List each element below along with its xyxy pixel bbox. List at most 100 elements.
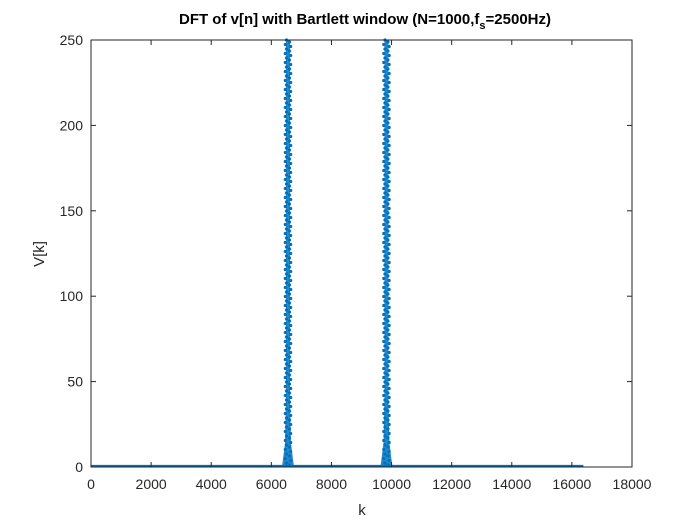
- peak-1-marker: [287, 418, 292, 422]
- peak-2-marker: [387, 107, 391, 112]
- peak-1-marker: [289, 152, 293, 157]
- peak-1-marker: [289, 314, 293, 319]
- peak-1-marker: [284, 290, 289, 294]
- peak-2-marker: [387, 305, 391, 310]
- peak-2-marker: [387, 395, 391, 400]
- peak-1-marker: [287, 283, 292, 287]
- peak-1-marker: [284, 272, 289, 276]
- peak-2-marker: [386, 121, 390, 125]
- peak-1-marker: [289, 413, 293, 418]
- peak-1-marker: [287, 445, 292, 449]
- peak-2-marker: [387, 233, 391, 238]
- peak-1-marker: [287, 256, 292, 260]
- peak-1-marker: [289, 107, 293, 112]
- peak-2-marker: [383, 209, 387, 213]
- peak-1-marker: [289, 71, 293, 76]
- peak-1-marker: [283, 456, 287, 461]
- peak-2-marker: [383, 146, 387, 150]
- peak-1-marker: [283, 312, 287, 317]
- x-tick-label: 6000: [256, 476, 287, 492]
- peak-1-marker: [287, 94, 292, 98]
- peak-1-marker: [284, 47, 289, 51]
- peak-1-marker: [289, 62, 293, 67]
- peak-2-marker: [383, 371, 387, 375]
- peak-1-marker: [289, 269, 293, 274]
- x-tick-label: 0: [87, 476, 95, 492]
- peak-1-marker: [287, 346, 292, 350]
- peak-1-marker: [287, 301, 292, 305]
- peak-1-marker: [283, 204, 287, 209]
- peak-2-marker: [386, 139, 390, 143]
- chart-title-tail: =2500Hz): [486, 11, 551, 28]
- peak-1-marker: [287, 373, 292, 377]
- peak-1-marker: [289, 341, 293, 346]
- peak-2-marker: [382, 339, 386, 344]
- peak-1-marker: [289, 260, 293, 265]
- peak-2-marker: [383, 218, 387, 222]
- peak-1-marker: [284, 263, 289, 267]
- peak-2-marker: [382, 294, 386, 299]
- peak-2-marker: [386, 463, 390, 467]
- peak-1-marker: [284, 362, 289, 366]
- peak-1-marker: [289, 287, 293, 292]
- peak-2-marker: [387, 404, 391, 409]
- peak-1-marker: [289, 215, 293, 220]
- peak-1-marker: [287, 463, 292, 467]
- peak-1-marker: [283, 438, 287, 443]
- peak-1-marker: [287, 247, 292, 251]
- peak-2-marker: [382, 402, 386, 407]
- peak-1-marker: [283, 420, 287, 425]
- peak-2-marker: [387, 98, 391, 103]
- peak-1-marker: [283, 123, 287, 128]
- peak-1-marker: [283, 60, 287, 65]
- peak-2-marker: [386, 202, 390, 206]
- peak-2-marker: [383, 254, 387, 258]
- peak-2-marker: [383, 65, 387, 69]
- peak-1-marker: [289, 44, 293, 49]
- peak-1-marker: [284, 299, 289, 303]
- peak-1-marker: [287, 364, 292, 368]
- peak-2-marker: [383, 110, 387, 114]
- peak-1-marker: [289, 386, 293, 391]
- peak-1-marker: [284, 101, 289, 105]
- peak-2-marker: [383, 182, 387, 186]
- peak-2-marker: [383, 290, 387, 294]
- peak-2-marker: [386, 67, 390, 71]
- peak-1-body: [281, 40, 294, 467]
- peak-1-marker: [284, 56, 289, 60]
- peak-2-marker: [386, 373, 390, 377]
- peak-2-marker: [387, 440, 391, 445]
- plot-background: [91, 40, 632, 467]
- peak-2-marker: [382, 456, 386, 461]
- peak-2-marker: [382, 348, 386, 353]
- peak-2-marker: [387, 386, 391, 391]
- x-tick-label: 18000: [613, 476, 652, 492]
- peak-2-marker: [383, 335, 387, 339]
- peak-2-marker: [382, 132, 386, 137]
- peak-2-marker: [386, 157, 390, 161]
- peak-2-marker: [382, 411, 386, 416]
- peak-2-marker: [382, 222, 386, 227]
- peak-1-marker: [287, 148, 292, 152]
- peak-1-marker: [283, 294, 287, 299]
- y-tick-label: 0: [75, 459, 83, 475]
- peak-1-marker: [287, 391, 292, 395]
- peak-1-marker: [289, 395, 293, 400]
- peak-2-marker: [383, 173, 387, 177]
- peak-1-marker: [284, 191, 289, 195]
- peak-2-marker: [383, 461, 387, 465]
- peak-1-marker: [283, 267, 287, 272]
- peak-2-marker: [382, 204, 386, 209]
- peak-2-marker: [382, 231, 386, 236]
- peak-1-marker: [287, 427, 292, 431]
- peak-2-marker: [383, 200, 387, 204]
- peak-2-marker: [383, 281, 387, 285]
- peak-1-marker: [283, 285, 287, 290]
- peak-2-marker: [386, 265, 390, 269]
- peak-2-marker: [387, 413, 391, 418]
- peak-2-marker: [386, 328, 390, 332]
- peak-1-marker: [287, 400, 292, 404]
- series-peak-2: [380, 38, 393, 467]
- peak-2-marker: [386, 94, 390, 98]
- peak-1-marker: [283, 348, 287, 353]
